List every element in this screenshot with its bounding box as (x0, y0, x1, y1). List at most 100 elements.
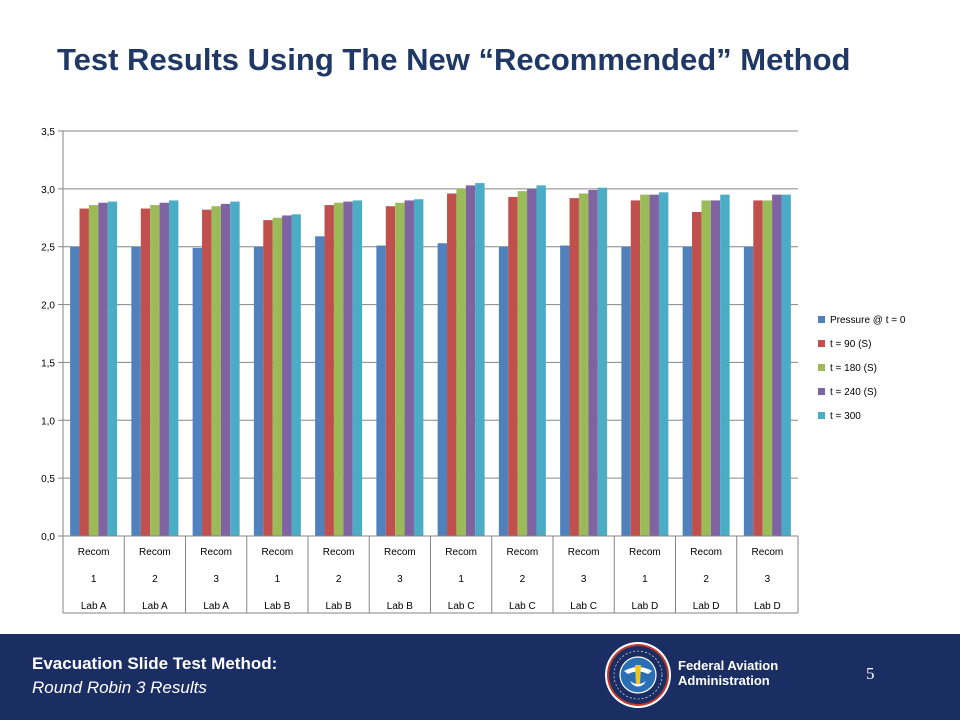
bar (385, 206, 396, 536)
bar (211, 206, 221, 536)
x-category-number: 1 (91, 574, 97, 585)
bar (88, 205, 99, 537)
bar (762, 200, 773, 536)
slide-title: Test Results Using The New “Recommended”… (57, 42, 851, 77)
bar (569, 198, 579, 536)
x-category-label: Recom (445, 547, 477, 558)
y-tick-label: 3,5 (41, 127, 55, 138)
bar (720, 194, 730, 536)
bar (272, 217, 283, 537)
x-category-number: 3 (581, 574, 587, 585)
bar (150, 205, 160, 537)
page-number: 5 (866, 664, 875, 683)
x-category-label: Recom (323, 547, 355, 558)
bar (333, 202, 344, 536)
x-category-group: Lab A (81, 601, 107, 612)
bar (230, 201, 240, 537)
bar (404, 200, 414, 536)
bar (578, 193, 589, 536)
legend-entry: t = 180 (S) (830, 363, 877, 374)
bar (263, 220, 273, 536)
bar (640, 194, 650, 536)
y-tick-label: 0,0 (41, 532, 55, 543)
bar (395, 202, 405, 536)
bar (192, 247, 203, 536)
y-tick-label: 2,0 (41, 301, 55, 312)
legend-swatch (818, 364, 825, 371)
faa-logo-icon (605, 642, 671, 708)
x-category-group: Lab D (754, 601, 781, 612)
bar (456, 188, 466, 536)
x-category-number: 3 (765, 574, 771, 585)
bar (743, 246, 754, 536)
bar (376, 245, 386, 537)
x-category-group: Lab A (203, 601, 229, 612)
bar (437, 243, 448, 536)
x-category-group: Lab C (509, 601, 536, 612)
bar (536, 185, 546, 536)
bar (159, 202, 169, 536)
x-category-number: 2 (703, 574, 709, 585)
footer-subtitle: Round Robin 3 Results (32, 678, 207, 697)
bar (710, 200, 721, 536)
bar (107, 201, 118, 537)
legend-swatch (818, 316, 825, 323)
bar (98, 202, 108, 536)
x-category-number: 1 (275, 574, 281, 585)
x-category-group: Lab D (693, 601, 720, 612)
legend-entry: t = 300 (830, 411, 861, 422)
agency-name-line1: Federal Aviation (678, 658, 779, 673)
agency-name-line2: Administration (678, 673, 770, 688)
y-tick-label: 1,5 (41, 358, 55, 369)
bar (79, 208, 89, 536)
bar (597, 187, 608, 536)
x-category-label: Recom (200, 547, 232, 558)
bar (517, 191, 528, 536)
x-category-label: Recom (78, 547, 110, 558)
bar (498, 246, 509, 536)
bar (508, 196, 518, 536)
bar (588, 190, 598, 536)
bar (682, 246, 693, 536)
bar (140, 208, 151, 536)
x-category-label: Recom (384, 547, 416, 558)
bar (701, 200, 711, 536)
x-category-group: Lab B (326, 601, 352, 612)
legend-entry: t = 90 (S) (830, 339, 871, 350)
bar (447, 193, 457, 536)
bar (630, 200, 641, 536)
bar (131, 246, 141, 536)
bar (324, 205, 334, 537)
bar (282, 215, 292, 536)
x-category-number: 2 (152, 574, 158, 585)
x-category-label: Recom (139, 547, 171, 558)
x-category-group: Lab B (264, 601, 290, 612)
x-category-number: 1 (458, 574, 464, 585)
chart-legend: Pressure @ t = 0 t = 90 (S) t = 180 (S) t =… (818, 315, 906, 422)
bar (692, 212, 702, 536)
bar (621, 246, 631, 536)
chart-bars (70, 183, 791, 537)
chart-axes: 0,0 0,5 1,0 1,5 2,0 2,5 3,0 3,5 Recom 1 Lab A Recom… (41, 127, 799, 614)
x-category-label: Recom (629, 547, 661, 558)
bar (168, 200, 179, 536)
bar (202, 209, 212, 536)
bar (781, 194, 791, 536)
bar (658, 192, 669, 537)
bar (70, 246, 80, 536)
bar-chart: 0,0 0,5 1,0 1,5 2,0 2,5 3,0 3,5 Recom 1 Lab A Recom… (41, 127, 906, 614)
bar (220, 203, 231, 536)
x-category-group: Lab C (448, 601, 475, 612)
footer-bar: Evacuation Slide Test Method: Round Robi… (0, 634, 960, 720)
x-category-number: 3 (397, 574, 403, 585)
legend-entry: Pressure @ t = 0 (830, 315, 906, 326)
x-category-number: 1 (642, 574, 648, 585)
x-category-label: Recom (690, 547, 722, 558)
x-category-number: 2 (520, 574, 526, 585)
bar (753, 200, 763, 536)
bar (465, 185, 476, 536)
y-tick-label: 2,5 (41, 243, 55, 254)
footer-title: Evacuation Slide Test Method: (32, 654, 278, 673)
x-category-label: Recom (568, 547, 600, 558)
bar (253, 246, 264, 536)
